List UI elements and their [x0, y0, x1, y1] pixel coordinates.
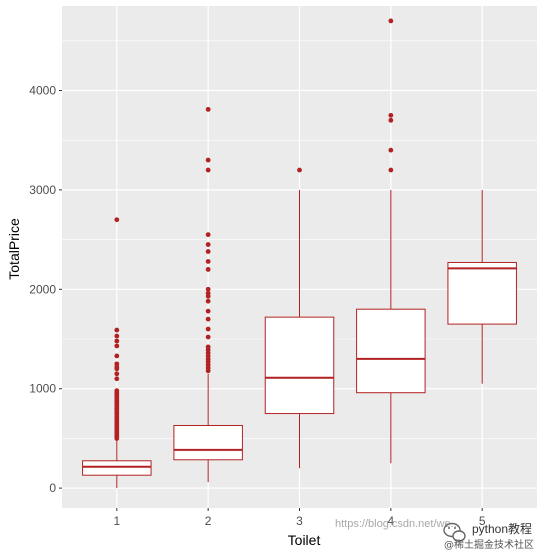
outlier-point [114, 388, 120, 394]
x-tick-label: 3 [296, 514, 303, 528]
outlier-point [205, 232, 211, 238]
x-tick-label: 2 [205, 514, 212, 528]
outlier-point [388, 18, 394, 24]
y-tick-label: 0 [49, 481, 56, 495]
box-1 [82, 217, 152, 489]
watermark-brand: python教程 [472, 521, 532, 536]
x-tick-label: 1 [113, 514, 120, 528]
x-tick-label: 5 [479, 514, 486, 528]
x-axis-title: Toilet [288, 532, 321, 548]
outlier-point [205, 249, 211, 254]
watermark-url: https://blog.csdn.net/we... [335, 518, 460, 530]
outlier-point [205, 326, 211, 332]
outlier-point [114, 371, 120, 377]
outlier-point [114, 338, 120, 344]
box-iqr [173, 424, 243, 461]
y-tick-label: 4000 [29, 83, 56, 97]
outlier-point [114, 353, 120, 359]
box-2 [173, 106, 243, 483]
outlier-point [205, 167, 211, 173]
box-series [82, 18, 517, 489]
outlier-point [205, 344, 211, 350]
outlier-point [114, 333, 120, 339]
outlier-point [205, 316, 211, 322]
y-axis: 0 1000 2000 3000 4000 [29, 83, 62, 495]
outlier-point [114, 217, 120, 223]
outlier-point [297, 167, 302, 173]
box-iqr [82, 460, 152, 476]
y-axis-title: TotalPrice [6, 218, 22, 280]
box-iqr [264, 316, 335, 415]
outlier-point [388, 147, 394, 153]
outlier-point [388, 167, 394, 173]
outlier-point [114, 327, 120, 333]
outlier-point [388, 112, 394, 118]
watermark: https://blog.csdn.net/we... python教程 @稀土… [335, 518, 534, 551]
outlier-point [205, 334, 211, 340]
watermark-sub: @稀土掘金技术社区 [444, 538, 534, 551]
y-tick-label: 1000 [29, 382, 56, 396]
box-iqr [356, 308, 426, 394]
outlier-point [205, 267, 211, 272]
outlier-point [205, 298, 211, 304]
outlier-point [205, 259, 211, 264]
outlier-point [114, 376, 120, 382]
outlier-point [205, 157, 211, 163]
box-iqr [447, 261, 517, 325]
outlier-point [205, 290, 211, 296]
x-tick-label: 4 [388, 514, 395, 528]
outlier-point [205, 242, 211, 247]
outlier-point [205, 106, 211, 112]
outlier-point [388, 117, 394, 123]
y-tick-label: 2000 [29, 282, 56, 296]
box-4 [356, 18, 426, 464]
outlier-point [114, 361, 120, 367]
y-tick-label: 3000 [29, 183, 56, 197]
outlier-point [205, 286, 211, 292]
wechat-icon [443, 522, 466, 542]
box-3 [264, 167, 335, 469]
box-5 [447, 189, 517, 384]
outlier-point [205, 308, 211, 314]
x-axis: 1 2 3 4 5 [113, 508, 486, 528]
outlier-point [114, 343, 120, 349]
